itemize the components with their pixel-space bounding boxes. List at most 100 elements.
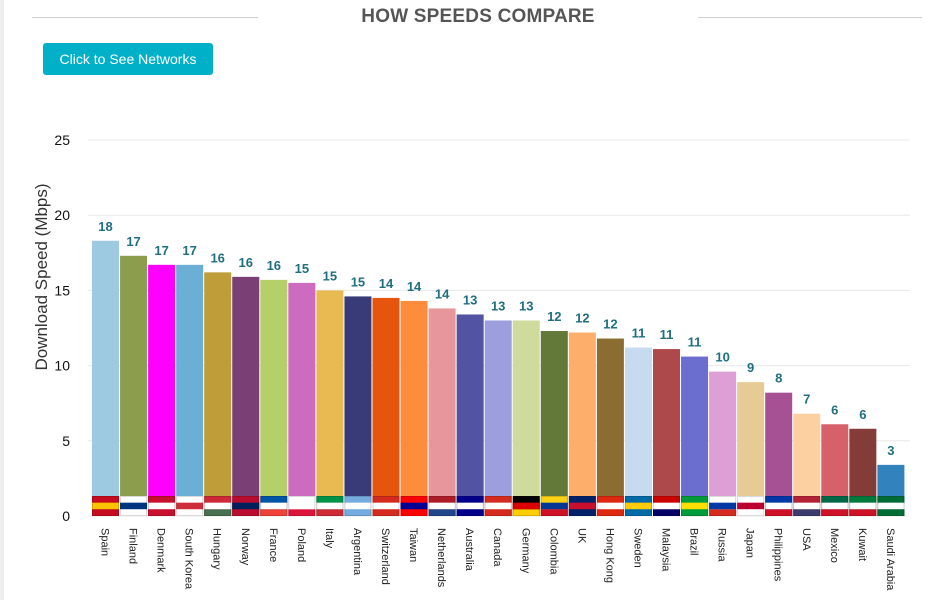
- category-label: Finland: [127, 528, 139, 564]
- category-label: Argentina: [351, 528, 363, 576]
- flag-icon: [709, 496, 737, 516]
- flag-border: [400, 496, 428, 516]
- bar: [428, 308, 456, 516]
- flag-border: [596, 496, 624, 516]
- bar: [120, 255, 148, 517]
- flag-icon: [540, 496, 568, 516]
- category-label: Italy: [323, 528, 335, 549]
- category-label: Hong Kong: [603, 528, 615, 583]
- flag-band: [568, 509, 596, 516]
- bar: [204, 272, 232, 516]
- flag-band: [821, 509, 849, 516]
- flag-border: [653, 496, 680, 516]
- category-label: Switzerland: [379, 528, 391, 585]
- flag-band: [737, 509, 765, 516]
- bar: [737, 382, 765, 516]
- flag-border: [288, 496, 316, 516]
- data-label: 8: [775, 371, 782, 386]
- flag-border: [512, 496, 540, 516]
- flag-icon: [148, 496, 176, 516]
- flag-icon: [428, 496, 456, 516]
- flag-band: [344, 502, 372, 510]
- flag-border: [120, 496, 148, 516]
- data-label: 15: [351, 274, 365, 289]
- flag-band: [176, 509, 204, 516]
- flag-icon: [456, 496, 484, 516]
- category-label: France: [267, 528, 279, 562]
- category-label: Saudi Arabia: [884, 528, 896, 591]
- data-label: 14: [379, 276, 394, 291]
- bar: [288, 282, 316, 516]
- flag-icon: [568, 496, 596, 516]
- bar: [653, 349, 680, 516]
- category-label: Hungary: [211, 528, 223, 570]
- flag-icon: [765, 496, 793, 516]
- data-label: 17: [182, 243, 196, 258]
- see-networks-button[interactable]: Click to See Networks: [43, 43, 213, 75]
- category-label: Kuwait: [856, 528, 868, 561]
- bar: [709, 371, 737, 516]
- flag-icon: [344, 496, 372, 516]
- bar: [540, 331, 568, 516]
- flag-icon: [372, 496, 400, 516]
- flag-icon: [681, 496, 709, 516]
- flag-band: [372, 509, 400, 516]
- flag-band: [148, 502, 176, 510]
- flag-band: [709, 502, 737, 510]
- flag-band: [512, 502, 540, 510]
- flag-band: [793, 509, 821, 516]
- flag-border: [821, 496, 849, 516]
- title-rule-left: [32, 17, 258, 18]
- data-label: 14: [435, 286, 450, 301]
- flag-border: [456, 496, 484, 516]
- data-label: 18: [98, 219, 112, 234]
- bar: [316, 290, 344, 516]
- bar: [260, 279, 288, 516]
- flag-border: [372, 496, 400, 516]
- flag-border: [877, 496, 905, 516]
- flag-band: [849, 502, 877, 510]
- category-label: Spain: [99, 528, 111, 556]
- flag-band: [316, 502, 344, 510]
- y-tick-label: 20: [54, 207, 70, 223]
- flag-band: [120, 509, 148, 516]
- data-label: 6: [831, 402, 838, 417]
- flag-icon: [288, 496, 316, 516]
- flag-band: [540, 502, 568, 510]
- flag-icon: [877, 496, 905, 516]
- flag-band: [456, 509, 484, 516]
- flag-band: [793, 502, 821, 510]
- flag-band: [681, 502, 709, 510]
- flag-icon: [232, 496, 260, 516]
- flag-border: [540, 496, 568, 516]
- y-tick-label: 0: [62, 508, 70, 524]
- flag-band: [232, 502, 260, 510]
- data-label: 9: [747, 360, 754, 375]
- category-label: Japan: [744, 528, 756, 558]
- left-edge-strip: [0, 0, 4, 600]
- category-label: South Korea: [183, 528, 195, 590]
- flag-band: [765, 502, 793, 510]
- bars: [92, 240, 905, 517]
- bar: [232, 276, 260, 516]
- flag-icon: [204, 496, 232, 516]
- flag-border: [849, 496, 877, 516]
- flag-band: [596, 509, 624, 516]
- flag-band: [484, 502, 512, 510]
- data-label: 16: [239, 255, 253, 270]
- flag-border: [176, 496, 204, 516]
- flag-icon: [849, 496, 877, 516]
- flag-band: [372, 502, 400, 510]
- flag-icon: [260, 496, 288, 516]
- data-label: 17: [154, 243, 168, 258]
- category-label: Germany: [519, 528, 531, 574]
- data-label: 16: [267, 258, 281, 273]
- flag-band: [512, 509, 540, 516]
- flag-border: [232, 496, 260, 516]
- data-labels: 18 17 17 17 16 16 16 15 15 15 14 14 14 13 13 13 12 12 12 11…: [98, 219, 894, 458]
- flag-border: [568, 496, 596, 516]
- category-label: Taiwan: [407, 528, 419, 562]
- data-label: 17: [126, 234, 140, 249]
- bar: [400, 300, 428, 516]
- flag-border: [260, 496, 288, 516]
